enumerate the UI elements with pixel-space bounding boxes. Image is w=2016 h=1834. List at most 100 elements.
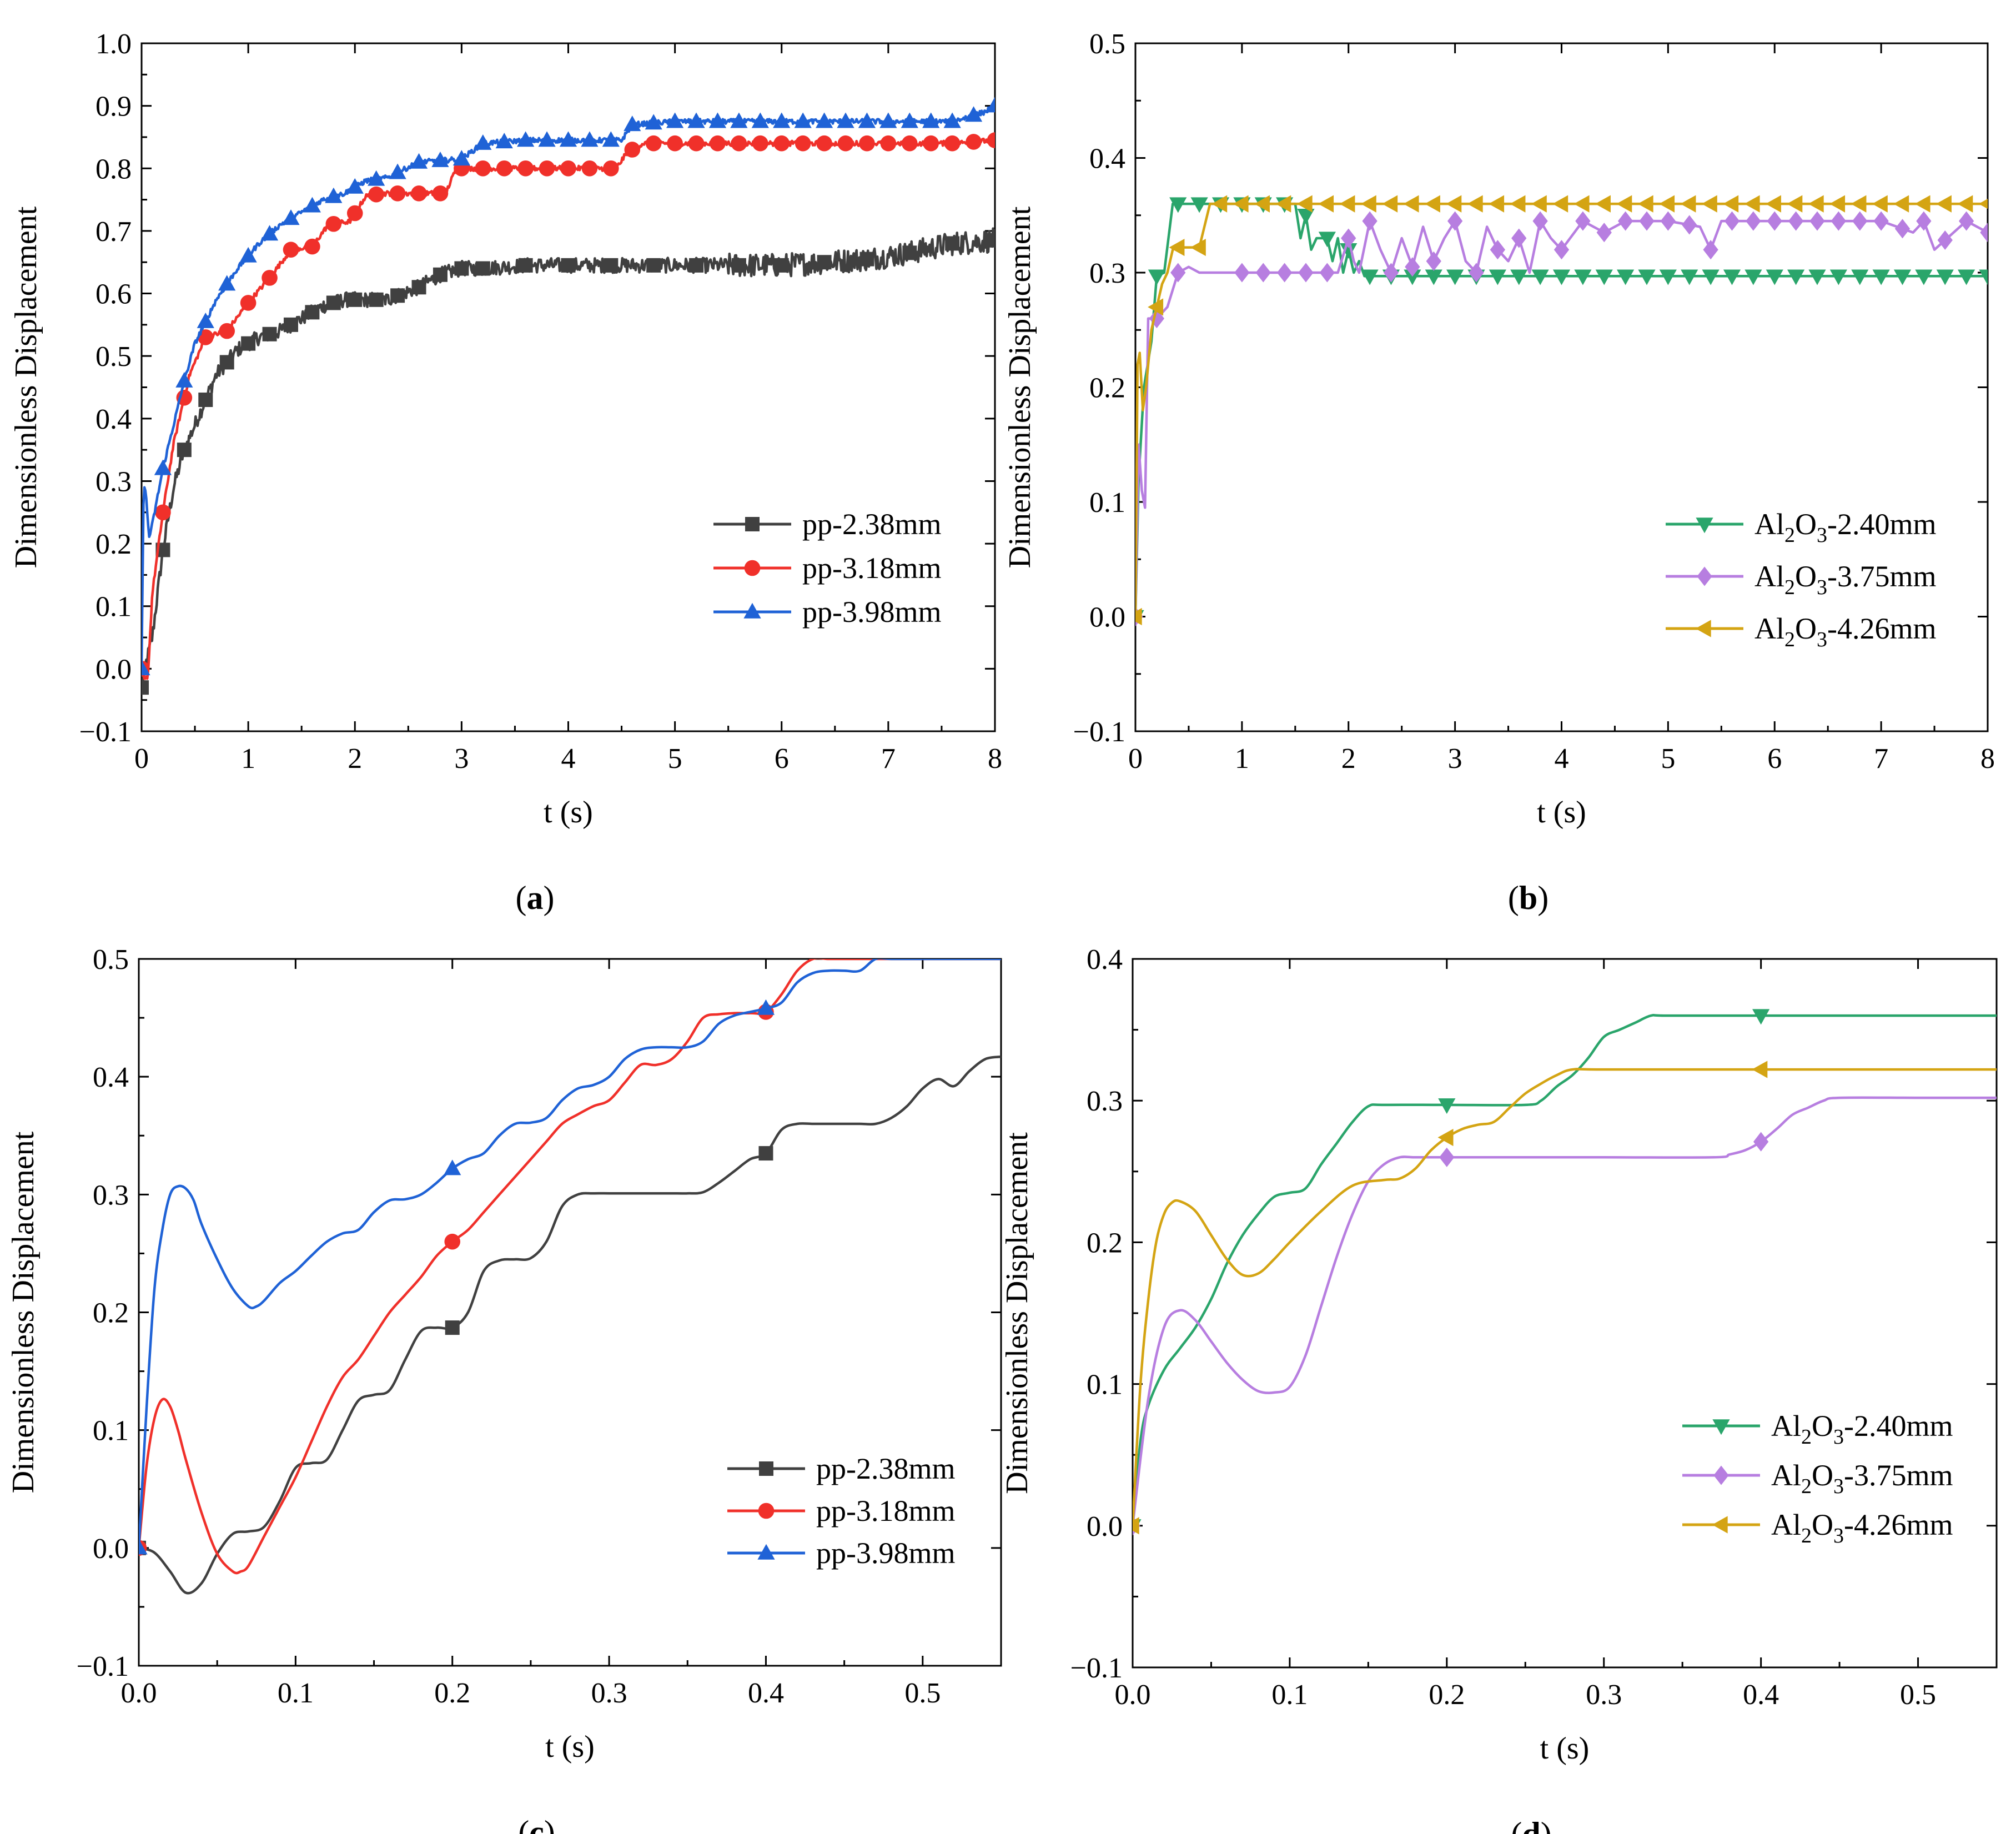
data-point <box>1510 269 1528 285</box>
legend-marker <box>1712 1419 1730 1435</box>
y-tick-label: 0.8 <box>95 153 132 185</box>
data-point <box>1360 195 1376 213</box>
legend-item: Al2O3-4.26mm <box>1682 1508 1953 1547</box>
x-tick-label: 8 <box>1980 743 1995 775</box>
data-point <box>1234 263 1250 283</box>
legend-label-part: -4.26mm <box>1827 612 1937 645</box>
data-point <box>1148 298 1164 316</box>
y-tick-label: 0.3 <box>1089 258 1125 289</box>
data-point <box>1753 1132 1769 1152</box>
data-point <box>858 112 876 128</box>
x-tick-label: 0.5 <box>1900 1679 1936 1711</box>
legend-item: Al2O3-4.26mm <box>1666 612 1937 651</box>
data-point <box>1233 195 1249 213</box>
legend-label-subscript: 3 <box>1833 1524 1844 1547</box>
data-point <box>538 131 556 147</box>
data-point <box>1752 1061 1768 1078</box>
data-point <box>142 680 149 695</box>
data-point <box>646 258 661 273</box>
data-point <box>922 112 940 128</box>
data-point <box>1852 211 1868 231</box>
data-point <box>389 185 406 202</box>
data-point <box>1936 269 1954 285</box>
data-point <box>390 288 405 303</box>
series-Al2O3-4.26mm <box>1135 195 1988 626</box>
x-tick-label: 0.3 <box>591 1677 627 1709</box>
data-point <box>1552 195 1568 213</box>
y-tick-label: 0.5 <box>95 341 132 373</box>
y-tick-label: 1.0 <box>95 28 132 60</box>
data-point <box>1382 195 1398 213</box>
x-axis: 0.0 0.1 0.2 0.3 0.4 0.5 <box>121 959 941 1709</box>
legend-label-part: O <box>1795 508 1817 541</box>
x-tick-label: 1 <box>241 743 255 775</box>
legend-label-part: -3.75mm <box>1827 560 1937 593</box>
legend-item: pp-3.18mm <box>713 551 942 585</box>
x-tick-label: 0.0 <box>121 1677 157 1709</box>
data-point <box>1255 263 1271 283</box>
data-point <box>1638 269 1656 285</box>
data-point <box>1318 232 1336 248</box>
data-point <box>667 135 683 152</box>
x-tick-label: 0.4 <box>1743 1679 1779 1711</box>
data-point <box>219 355 234 370</box>
panel-label-letter: d <box>1522 1816 1540 1834</box>
data-point <box>560 160 576 177</box>
y-tick-label: 0.0 <box>93 1533 129 1565</box>
y-tick-label: 0.4 <box>1089 143 1125 175</box>
x-axis-title: t (s) <box>1540 1731 1590 1766</box>
y-axis: −0.1 0.0 0.1 0.2 0.3 0.4 0.5 0.6 0.7 0.8 0.9 1.0 <box>79 28 995 748</box>
legend-label: pp-2.38mm <box>816 1452 956 1485</box>
legend-label: pp-3.18mm <box>816 1494 956 1528</box>
legend-label-part: O <box>1795 612 1817 645</box>
y-axis: −0.1 0.0 0.1 0.2 0.3 0.4 0.5 <box>1073 28 1988 748</box>
data-point <box>1916 211 1932 231</box>
data-point <box>1532 211 1548 231</box>
x-tick-label: 6 <box>775 743 789 775</box>
data-point <box>964 106 983 122</box>
data-point <box>1851 195 1867 213</box>
legend-label-part: Al <box>1754 560 1784 593</box>
y-tick-label: −0.1 <box>77 1651 129 1682</box>
data-point <box>198 393 213 408</box>
x-axis-title: t (s) <box>1537 795 1586 830</box>
y-tick-label: 0.1 <box>1087 1369 1123 1401</box>
data-point <box>1531 269 1549 285</box>
y-tick-label: 0.4 <box>1087 944 1123 976</box>
legend-label-subscript: 2 <box>1801 1475 1812 1498</box>
legend-label: Al2O3-2.40mm <box>1771 1409 1953 1449</box>
data-point <box>1957 195 1973 213</box>
data-point <box>177 443 192 458</box>
data-point <box>1595 195 1611 213</box>
data-point <box>1829 269 1847 285</box>
data-point <box>581 160 598 177</box>
data-point <box>1724 211 1740 231</box>
data-point <box>1339 195 1355 213</box>
data-point <box>1914 195 1930 213</box>
legend: pp-2.38mm pp-3.18mm pp-3.98mm <box>713 508 942 629</box>
panel-label-close: ) <box>1537 880 1549 916</box>
data-point <box>666 112 684 128</box>
data-point <box>240 295 257 311</box>
y-tick-label: 0.5 <box>1089 28 1125 60</box>
series-line <box>1133 1096 1997 1526</box>
legend-label: pp-3.98mm <box>816 1536 956 1570</box>
data-point <box>368 186 384 203</box>
x-axis: 0.0 0.1 0.2 0.3 0.4 0.5 <box>1115 959 1936 1711</box>
data-point <box>988 233 995 248</box>
data-point <box>1275 195 1291 213</box>
data-point <box>346 178 364 194</box>
legend-item: Al2O3-2.40mm <box>1682 1409 1953 1449</box>
data-point <box>1297 209 1315 224</box>
data-point <box>305 305 320 320</box>
data-point <box>1872 269 1890 285</box>
legend-item: Al2O3-2.40mm <box>1666 508 1937 547</box>
panel-label-close: ) <box>544 880 555 916</box>
data-point <box>966 134 982 150</box>
data-point <box>751 112 769 128</box>
data-point <box>1659 195 1675 213</box>
data-point <box>604 258 619 273</box>
data-point <box>624 115 641 132</box>
data-point <box>1660 211 1676 231</box>
